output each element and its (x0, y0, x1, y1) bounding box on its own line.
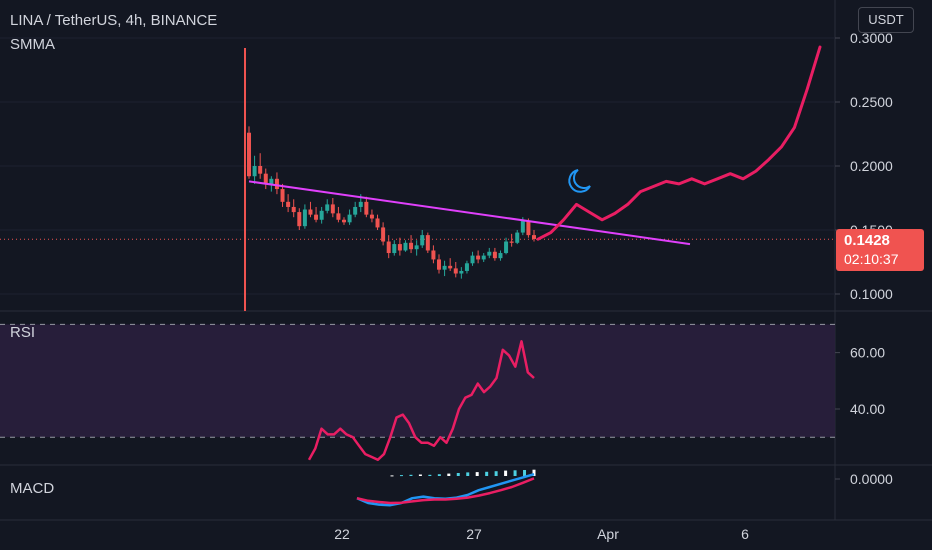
macd-histogram-bar (428, 474, 432, 476)
candle-body (269, 178, 274, 184)
candle-body (325, 204, 330, 211)
symbol-title: LINA / TetherUS, 4h, BINANCE (10, 12, 218, 29)
indicator-label: SMMA (10, 36, 55, 53)
price-tick-label: 0.2500 (850, 94, 893, 110)
candle-body (258, 166, 263, 174)
candle-body (520, 221, 525, 233)
macd-histogram-bar (437, 474, 441, 476)
macd-histogram-bar (494, 471, 498, 476)
rsi-label: RSI (10, 324, 36, 341)
candle-body (431, 250, 436, 260)
candle-body (308, 209, 313, 215)
candle-body (492, 251, 497, 259)
candle-body (487, 251, 492, 256)
candle-body (342, 219, 346, 223)
candle-body (392, 244, 397, 254)
projection-path (536, 45, 822, 241)
candle-body (286, 201, 291, 207)
candle-body (247, 132, 251, 177)
macd-histogram-bar (504, 470, 508, 476)
macd-histogram-bar (532, 469, 536, 476)
macd-histogram-bar (456, 473, 460, 476)
candle-body (409, 242, 414, 250)
candle-body (364, 201, 369, 215)
candle-body (414, 245, 419, 250)
candle-body (459, 270, 464, 274)
candle-body (336, 213, 341, 220)
candle-body (291, 206, 296, 213)
candle-body (280, 189, 285, 202)
macd-histogram-bar (447, 473, 451, 476)
price-tick-label: 0.1000 (850, 286, 893, 302)
candle-body (353, 206, 358, 215)
candle-body (302, 209, 307, 227)
candle-body (274, 178, 279, 190)
candle-body (470, 255, 475, 264)
candle-body (504, 241, 509, 254)
price-tick-label: 0.3000 (850, 30, 893, 46)
candle-body (509, 241, 514, 243)
last-price-value: 0.1428 (844, 232, 890, 249)
candle-body (425, 235, 430, 251)
macd-histogram-bar (466, 472, 470, 476)
bar-countdown: 02:10:37 (844, 251, 899, 267)
signal-line (356, 477, 535, 505)
macd-histogram-bar (523, 470, 527, 476)
candle-body (498, 253, 503, 259)
currency-button[interactable]: USDT (858, 7, 914, 33)
candle-body (314, 214, 319, 220)
rsi-tick-label: 40.00 (850, 401, 885, 417)
candle-body (375, 218, 380, 228)
time-tick-label: 6 (741, 526, 749, 542)
time-tick-label: Apr (597, 526, 619, 542)
last-price-badge: 0.1428 02:10:37 (836, 229, 924, 271)
candle-body (397, 244, 402, 251)
candle-body (403, 242, 408, 251)
rsi-tick-label: 60.00 (850, 345, 885, 361)
candle-body (319, 210, 324, 220)
candle-body (464, 263, 469, 271)
macd-histogram-bar (399, 475, 403, 477)
macd-label: MACD (10, 480, 55, 497)
candle-body (453, 268, 458, 274)
macd-histogram-bar (485, 471, 489, 476)
candle-body (347, 214, 352, 223)
macd-histogram-bar (418, 474, 422, 476)
rsi-band-fill (0, 324, 835, 438)
trendline (248, 180, 691, 246)
candle-body (442, 265, 447, 270)
macd-histogram-bar (513, 470, 517, 476)
candle-body (263, 173, 268, 184)
time-tick-label: 27 (466, 526, 482, 542)
time-tick-label: 22 (334, 526, 350, 542)
candle-body (532, 235, 536, 239)
macd-histogram-bar (409, 474, 413, 476)
price-tick-label: 0.2000 (850, 158, 893, 174)
candle-body (476, 255, 481, 260)
macd-tick-label: 0.0000 (850, 471, 893, 487)
candle-body (481, 255, 486, 260)
macd-histogram-bar (475, 472, 479, 476)
candle-body (448, 265, 453, 269)
candle-body (369, 214, 374, 219)
candle-body (526, 221, 531, 236)
candle-body (381, 227, 386, 242)
moon-icon (568, 169, 591, 193)
candle-body (358, 201, 363, 207)
candle-body (515, 232, 520, 243)
macd-histogram-bar (390, 475, 394, 477)
candle-body (437, 259, 441, 270)
candle-body (252, 166, 257, 177)
candle-body (297, 212, 302, 227)
candle-body (420, 235, 425, 246)
candle-body (386, 241, 391, 254)
rsi-line (307, 340, 535, 462)
candle-body (330, 204, 335, 214)
